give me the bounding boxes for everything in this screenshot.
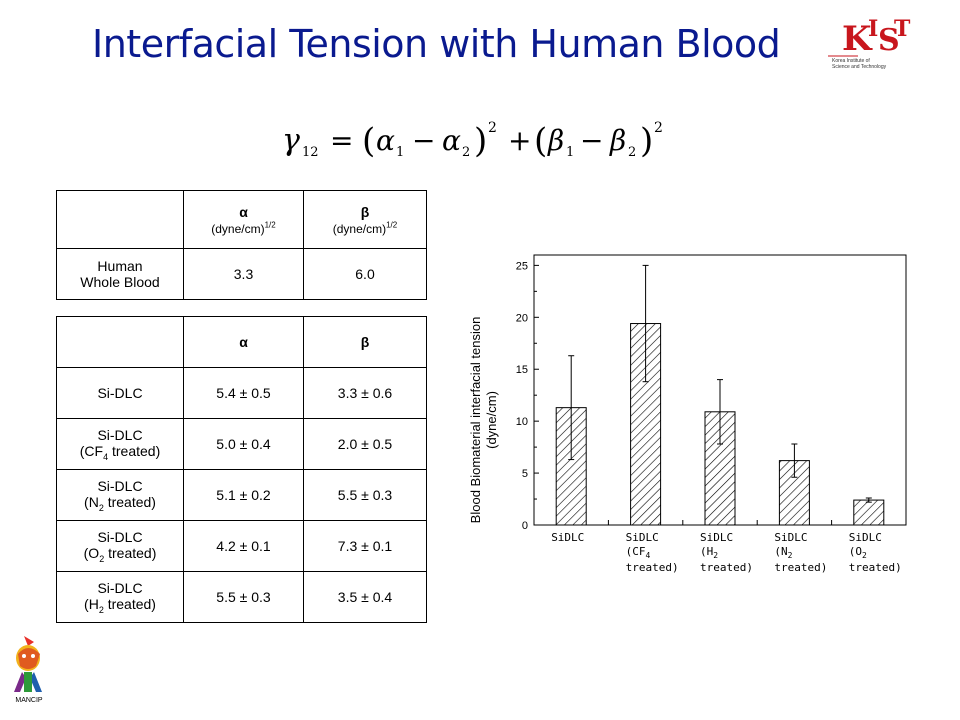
svg-text:T: T (894, 16, 911, 42)
mascot-logo: MANCIP (6, 632, 52, 704)
x-tick-label: (H2 (700, 545, 718, 560)
svg-text:2: 2 (488, 120, 497, 136)
blood-beta-value: 6.0 (303, 248, 427, 300)
material-table-corner (56, 316, 184, 368)
beta-cell: 7.3 ± 0.1 (303, 520, 427, 572)
alpha-cell: 5.1 ± 0.2 (183, 469, 304, 521)
alpha-cell: 5.0 ± 0.4 (183, 418, 304, 470)
row-label: Si-DLC (CF4 treated) (56, 418, 184, 470)
svg-text:=: = (330, 124, 353, 157)
y-tick-label: 25 (516, 260, 528, 272)
row-label: Si-DLC (56, 367, 184, 419)
svg-text:α: α (376, 124, 395, 157)
y-tick-label: 0 (522, 520, 528, 532)
svg-text:(: ( (362, 121, 375, 161)
svg-text:γ: γ (282, 123, 300, 158)
x-tick-label: SiDLC (551, 531, 584, 544)
table-row: Si-DLC (N2 treated) 5.1 ± 0.2 5.5 ± 0.3 (56, 469, 427, 521)
x-tick-label: treated) (700, 561, 753, 574)
alpha-cell: 5.5 ± 0.3 (183, 571, 304, 623)
table-row: Si-DLC (H2 treated) 5.5 ± 0.3 3.5 ± 0.4 (56, 571, 427, 623)
table-row: Si-DLC (O2 treated) 4.2 ± 0.1 7.3 ± 0.1 (56, 520, 427, 572)
row-label: Si-DLC (N2 treated) (56, 469, 184, 521)
svg-text:1: 1 (566, 145, 574, 160)
x-tick-label: (CF4 (626, 545, 651, 560)
svg-text:Science and Technology: Science and Technology (832, 64, 887, 70)
y-tick-label: 10 (516, 416, 528, 428)
svg-text:+: + (508, 124, 531, 157)
blood-table: α (dyne/cm)1/2 β (dyne/cm)1/2 Human Whole… (56, 190, 427, 300)
row-label: Si-DLC (H2 treated) (56, 571, 184, 623)
svg-text:12: 12 (302, 145, 319, 160)
material-table-alpha-header: α (183, 316, 304, 368)
y-tick-label: 20 (516, 312, 528, 324)
beta-cell: 5.5 ± 0.3 (303, 469, 427, 521)
bar (853, 499, 885, 526)
svg-text:S: S (878, 23, 900, 58)
x-tick-label: SiDLC (774, 531, 807, 544)
material-table: α β Si-DLC 5.4 ± 0.5 3.3 ± 0.6 Si-DLC (CF… (56, 316, 427, 623)
beta-cell: 2.0 ± 0.5 (303, 418, 427, 470)
svg-text:(: ( (534, 121, 547, 161)
svg-text:K: K (842, 19, 873, 59)
svg-text:2: 2 (628, 145, 636, 160)
y-axis-label: Blood Biomaterial interfacial tension (468, 317, 483, 524)
x-tick-label: (N2 (774, 545, 792, 560)
svg-text:1: 1 (396, 145, 404, 160)
beta-cell: 3.5 ± 0.4 (303, 571, 427, 623)
x-tick-label: (O2 (849, 545, 867, 560)
y-tick-label: 5 (522, 468, 528, 480)
x-tick-label: SiDLC (849, 531, 882, 544)
table-row: Si-DLC 5.4 ± 0.5 3.3 ± 0.6 (56, 367, 427, 419)
svg-text:β: β (609, 124, 626, 157)
x-tick-label: treated) (626, 561, 679, 574)
y-axis-unit: (dyne/cm) (484, 391, 499, 449)
blood-table-corner (56, 190, 184, 249)
alpha-cell: 4.2 ± 0.1 (183, 520, 304, 572)
formula: γ 12 = ( α 1 − α 2 ) 2 + ( β 1 − β 2 ) 2 (272, 112, 672, 164)
row-label: Si-DLC (O2 treated) (56, 520, 184, 572)
blood-table-beta-header: β (dyne/cm)1/2 (303, 190, 427, 249)
x-tick-label: SiDLC (700, 531, 733, 544)
svg-text:): ) (474, 121, 487, 161)
svg-text:−: − (412, 124, 435, 157)
x-tick-label: treated) (849, 561, 902, 574)
blood-table-alpha-header: α (dyne/cm)1/2 (183, 190, 304, 249)
material-table-beta-header: β (303, 316, 427, 368)
svg-text:α: α (442, 124, 461, 157)
beta-cell: 3.3 ± 0.6 (303, 367, 427, 419)
blood-alpha-value: 3.3 (183, 248, 304, 300)
svg-text:): ) (640, 121, 653, 161)
bar-chart: Blood Biomaterial interfacial tension (d… (462, 245, 932, 595)
blood-row-label: Human Whole Blood (56, 248, 184, 300)
page-title: Interfacial Tension with Human Blood (92, 22, 781, 66)
y-tick-label: 15 (516, 364, 528, 376)
svg-text:Korea Institute of: Korea Institute of (832, 58, 870, 64)
alpha-cell: 5.4 ± 0.5 (183, 367, 304, 419)
svg-text:β: β (547, 124, 564, 157)
x-tick-label: treated) (774, 561, 827, 574)
table-row: Si-DLC (CF4 treated) 5.0 ± 0.4 2.0 ± 0.5 (56, 418, 427, 470)
svg-text:2: 2 (654, 120, 663, 136)
svg-text:I: I (868, 16, 878, 42)
kist-logo: K I S T Korea Institute of Science and T… (828, 12, 920, 70)
svg-text:MANCIP: MANCIP (15, 697, 43, 704)
svg-text:−: − (580, 124, 603, 157)
svg-text:2: 2 (462, 145, 470, 160)
x-tick-label: SiDLC (626, 531, 659, 544)
